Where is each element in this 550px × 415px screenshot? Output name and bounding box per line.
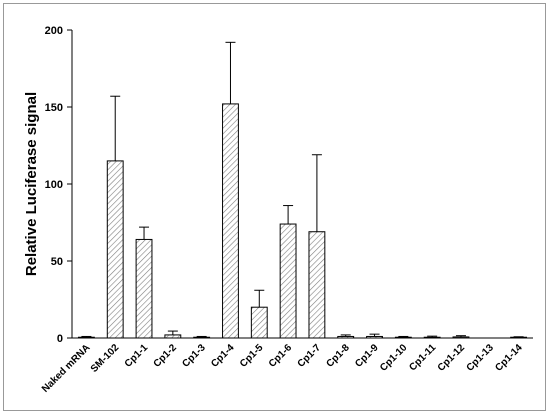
bar (279, 223, 297, 339)
y-tick-label: 200 (45, 25, 63, 37)
x-tick-label: Cp1-11 (407, 342, 438, 373)
x-tick-label: Cp1-3 (180, 342, 208, 370)
bar (106, 160, 124, 339)
y-tick-label: 150 (45, 102, 63, 114)
x-tick-label: Cp1-14 (493, 342, 525, 374)
x-tick-label: Naked mRNA (40, 342, 93, 395)
x-tick-label: Cp1-9 (353, 342, 381, 370)
x-tick-label: Cp1-6 (267, 342, 295, 370)
frame (3, 3, 546, 411)
y-tick-label: 100 (45, 179, 63, 191)
bar (308, 231, 326, 339)
x-tick-label: Cp1-1 (123, 342, 151, 370)
x-tick-label: Cp1-2 (152, 342, 180, 370)
bar (250, 306, 268, 339)
x-tick-label: SM-102 (89, 342, 122, 375)
x-tick-label: Cp1-12 (436, 342, 468, 374)
y-axis-label: Relative Luciferase signal (23, 92, 40, 276)
x-tick-label: Cp1-7 (296, 342, 324, 370)
bar (135, 238, 153, 339)
x-tick-label: Cp1-10 (378, 342, 410, 374)
bar (222, 103, 239, 339)
x-tick-label: Cp1-13 (465, 342, 497, 374)
x-tick-label: Cp1-8 (324, 342, 352, 370)
x-tick-label: Cp1-4 (209, 342, 237, 370)
y-tick-label: 0 (57, 333, 63, 345)
x-tick-label: Cp1-5 (238, 342, 266, 370)
y-tick-label: 50 (51, 256, 63, 268)
